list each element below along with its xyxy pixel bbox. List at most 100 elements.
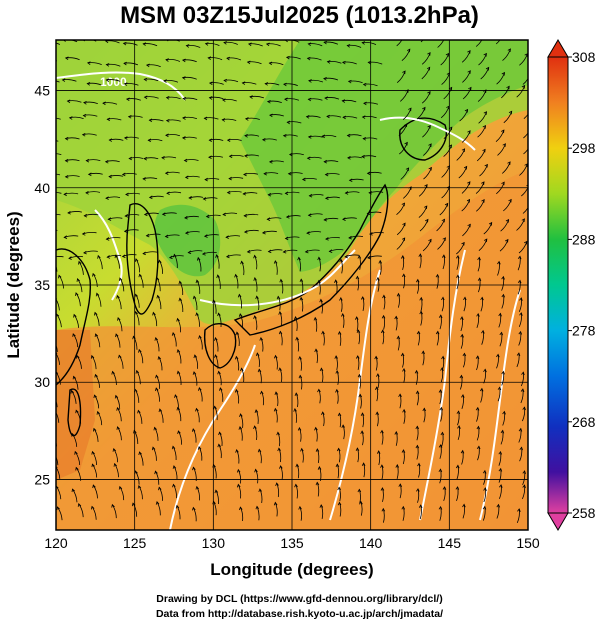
streamline-arrowhead [76,277,80,282]
streamline-arrowhead [61,78,66,82]
streamline-arrowhead [496,503,501,508]
streamline-arrowhead [501,275,505,280]
streamline-arrowhead [276,431,280,436]
pressure-contours [56,71,521,530]
streamline-arrowhead [181,136,186,140]
streamline-arrowhead [319,298,323,303]
streamline-arrowhead [522,406,526,411]
streamline-arrowhead [214,354,218,358]
streamline [56,80,60,83]
streamline-arrowhead [107,217,112,221]
streamline-arrowhead [226,190,231,195]
streamline-arrowhead [205,214,210,219]
streamline-arrowhead [294,483,298,488]
streamline-arrowhead [366,211,371,216]
streamline-arrowhead [143,156,148,161]
streamline-arrowhead [367,60,372,65]
streamline-arrowhead [78,260,82,265]
streamline-arrowhead [508,110,513,115]
streamline-arrowhead [521,371,525,376]
streamline-arrowhead [441,355,445,360]
streamline-arrowhead [226,138,231,143]
streamline-arrowhead [335,369,339,374]
streamline-arrowhead [66,99,71,104]
contour-label: 1000 [100,75,127,89]
streamline-arrowhead [123,61,127,66]
streamline-arrowhead [306,231,310,235]
streamline-arrowhead [145,63,150,68]
y-tick-label: 40 [34,180,50,196]
streamline-arrowhead [153,426,157,431]
streamline-arrowhead [335,463,340,468]
streamline-arrowhead [422,106,426,111]
streamline-arrowhead [133,429,137,434]
streamline-arrowhead [461,241,465,246]
streamline-arrowhead [422,407,427,412]
y-tick-label: 45 [34,83,50,99]
x-axis-label: Longitude (degrees) [210,560,373,579]
streamline-arrowhead [108,138,113,142]
streamline-arrowhead [355,355,360,359]
colorbar-top-arrow [547,39,569,58]
coastline-hokkaido [399,117,447,161]
streamline [523,113,528,120]
streamline-arrowhead [360,296,365,300]
streamline [56,411,60,423]
streamline-arrowhead [221,118,226,122]
streamline-arrowhead [402,34,405,37]
streamline-arrowhead [501,71,505,76]
streamline-arrowhead [163,79,167,83]
streamline-arrowhead [482,469,487,474]
streamline-arrowhead [519,446,523,451]
streamline-arrowhead [361,41,366,45]
streamline-arrowhead [298,355,302,360]
streamline-arrowhead [116,407,120,411]
streamline-arrowhead [64,158,69,163]
streamline-arrowhead [228,154,233,159]
streamline-arrowhead [234,355,239,360]
streamline-arrowhead [151,446,156,451]
streamline-arrowhead [426,66,431,71]
streamline-arrowhead [273,407,278,412]
streamline-arrowhead [484,163,488,168]
streamline-arrowhead [341,312,345,317]
streamline-arrowhead [181,76,186,80]
streamline-arrowhead [324,172,329,177]
streamline-arrowhead [253,254,257,259]
streamline-arrowhead [467,223,471,228]
streamline-arrowhead [498,484,503,488]
streamline-arrowhead [274,391,279,395]
streamline-arrowhead [400,352,405,357]
streamline-arrowhead [382,294,386,299]
streamline-arrowhead [157,355,162,360]
streamline-arrowhead [102,101,106,106]
streamline-arrowhead [287,171,292,176]
streamline-arrowhead [284,97,288,102]
streamline-arrowhead [134,293,138,298]
streamline-arrowhead [394,430,399,435]
streamline-arrowhead [467,70,471,74]
streamline-arrowhead [226,56,230,61]
streamline-arrowhead [201,252,206,256]
streamline-arrowhead [323,159,327,164]
streamline-arrowhead [81,232,86,236]
streamline-arrowhead [323,217,328,222]
streamline-arrowhead [455,464,460,469]
streamline-arrowhead [105,237,110,241]
streamline-arrowhead [277,447,281,452]
streamline-arrowhead [497,386,502,391]
streamline-arrowhead [441,218,445,223]
streamline-arrowhead [83,101,87,105]
streamline-arrowhead [285,215,290,219]
streamline-arrowhead [173,253,177,258]
streamline-arrowhead [122,41,127,46]
streamline-arrowhead [380,464,384,468]
streamline-arrowhead [253,425,257,430]
streamline-arrowhead [464,108,469,113]
streamline-arrowhead [75,292,79,296]
streamline-arrowhead [505,238,509,243]
streamline-arrowhead [295,336,299,341]
streamline-arrowhead [337,330,342,335]
streamline-arrowhead [440,431,445,436]
streamline-arrowhead [401,237,406,241]
